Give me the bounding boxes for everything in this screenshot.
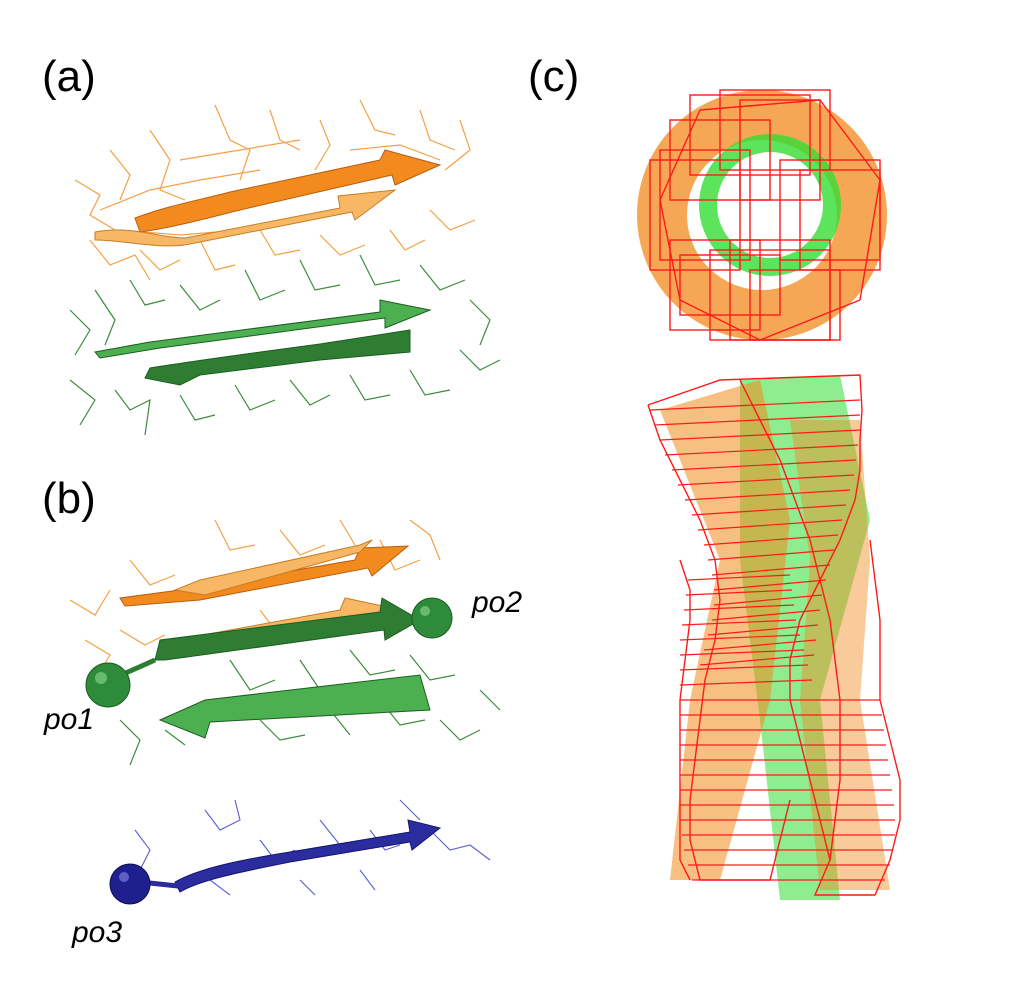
panel-a-green-strand-2 [144, 329, 411, 386]
panel-b-structure [69, 519, 501, 905]
panel-c-top-view [637, 89, 887, 341]
panel-b-blue-strand [174, 819, 442, 893]
panel-b-green-strand-1 [154, 597, 422, 661]
panel-a-label: (a) [42, 52, 96, 101]
po2-label: po2 [472, 586, 523, 619]
po1-sphere-shine [95, 672, 107, 684]
po3-sphere-shine [119, 872, 129, 882]
panel-c-top-red-frames [649, 89, 881, 341]
panel-a-green-sidechains [69, 254, 501, 436]
panel-a-orange-strand-1 [134, 149, 442, 233]
panel-b-green-sidechains [119, 649, 501, 766]
panel-a-structure [69, 99, 501, 436]
panel-c-side-orange-fill [660, 380, 790, 880]
panel-b-green-strand-2 [158, 674, 431, 739]
po3-sphere [109, 863, 151, 905]
panel-c-side-red-rungs [649, 399, 895, 881]
po1-label: po1 [44, 703, 95, 736]
po2-sphere-shine [420, 606, 430, 616]
panel-c-label: (c) [528, 52, 580, 101]
po3-label: po3 [72, 916, 123, 949]
panel-c-side-view [647, 374, 901, 900]
panel-a-green-strand-1 [94, 299, 432, 359]
po1-sphere [85, 662, 131, 708]
po2-sphere [411, 597, 453, 639]
panel-b-orange-strand-2 [173, 539, 373, 596]
panel-a-orange-strand-2 [94, 189, 397, 247]
panel-c-side-orange-fill-2 [790, 420, 890, 890]
panel-b-label: (b) [42, 474, 96, 523]
panel-a-orange-sidechains [74, 99, 476, 281]
